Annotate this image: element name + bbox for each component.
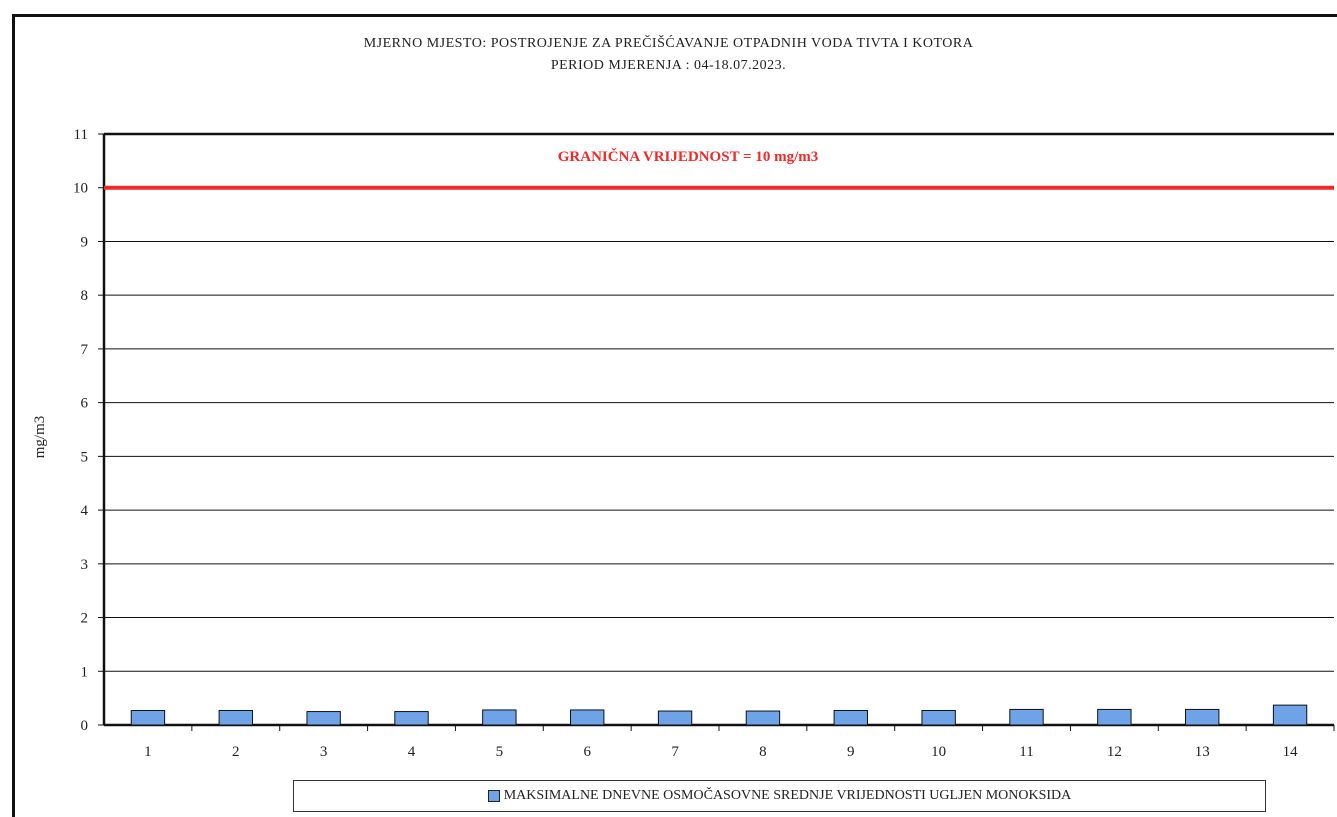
bar [921, 709, 956, 726]
x-tick-label: 5 [496, 744, 504, 760]
limit-line-label: GRANIČNA VRIJEDNOST = 10 mg/m3 [558, 148, 819, 165]
chart-subtitle: PERIOD MJERENJA : 04-18.07.2023. [550, 58, 787, 73]
x-tick-label: 3 [320, 744, 328, 760]
y-tick-label: 6 [81, 396, 89, 412]
bar [833, 709, 868, 726]
x-tick-label: 1 [144, 744, 152, 760]
y-tick-label: 5 [81, 449, 89, 465]
chart-title: MJERNO MJESTO: POSTROJENJE ZA PREČIŠĆAVA… [363, 36, 974, 51]
bar [1097, 708, 1132, 726]
y-tick-label: 4 [81, 503, 89, 519]
bar [570, 709, 605, 726]
x-tick-label: 4 [408, 744, 416, 760]
x-tick-label: 9 [847, 744, 855, 760]
legend: MAKSIMALNE DNEVNE OSMOČASOVNE SREDNJE VR… [293, 780, 1266, 812]
y-axis-label: mg/m3 [32, 416, 48, 459]
y-tick-label: 7 [81, 342, 89, 358]
bar [394, 711, 429, 726]
bar [1272, 704, 1308, 726]
legend-swatch [487, 790, 500, 802]
y-tick-label: 1 [81, 664, 89, 680]
bar [1009, 708, 1044, 726]
x-tick-label: 11 [1019, 744, 1033, 760]
x-tick-label: 2 [232, 744, 240, 760]
y-tick-label: 3 [81, 557, 89, 573]
x-tick-label: 8 [759, 744, 767, 760]
y-tick-label: 8 [81, 288, 89, 304]
x-tick-label: 12 [1107, 744, 1122, 760]
bar [657, 710, 693, 726]
bar [130, 709, 166, 726]
y-tick-label: 0 [81, 718, 89, 734]
chart-frame [12, 14, 1337, 817]
legend-label: MAKSIMALNE DNEVNE OSMOČASOVNE SREDNJE VR… [503, 788, 1072, 803]
x-tick-label: 6 [583, 744, 591, 760]
y-tick-label: 2 [81, 611, 89, 627]
x-tick-label: 14 [1283, 744, 1299, 760]
y-tick-label: 11 [74, 127, 88, 143]
bar [745, 710, 781, 726]
x-tick-label: 7 [671, 744, 679, 760]
bar [1185, 708, 1220, 726]
y-tick-label: 9 [81, 234, 89, 250]
bar [306, 711, 341, 726]
bar [218, 709, 253, 726]
x-tick-label: 10 [931, 744, 946, 760]
x-tick-label: 13 [1195, 744, 1210, 760]
bar [482, 709, 517, 726]
y-tick-label: 10 [73, 181, 88, 197]
